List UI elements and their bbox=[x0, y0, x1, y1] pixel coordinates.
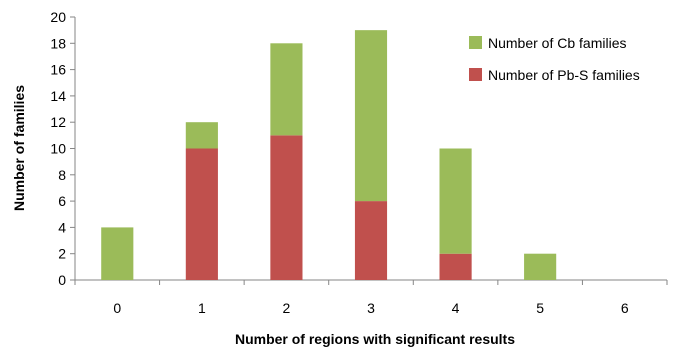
y-tick-label: 14 bbox=[50, 88, 66, 104]
y-tick-label: 2 bbox=[58, 246, 66, 262]
x-axis-title: Number of regions with significant resul… bbox=[235, 331, 515, 347]
legend-label-cb: Number of Cb families bbox=[488, 35, 627, 51]
y-tick-label: 18 bbox=[50, 35, 66, 51]
legend-swatch-cb bbox=[469, 36, 482, 49]
bar-segment-cb bbox=[439, 148, 472, 254]
y-tick-label: 10 bbox=[50, 141, 66, 157]
legend: Number of Cb families Number of Pb-S fam… bbox=[469, 35, 640, 83]
bar-segment-cb bbox=[101, 227, 134, 280]
x-axis: 0 1 2 3 4 5 6 bbox=[74, 279, 668, 316]
y-tick-label: 16 bbox=[50, 62, 66, 78]
x-tick-label: 4 bbox=[452, 300, 460, 316]
y-tick-label: 4 bbox=[58, 219, 66, 235]
y-tick-label: 8 bbox=[58, 167, 66, 183]
x-tick-label: 1 bbox=[198, 300, 206, 316]
bar-segment-pb-s bbox=[270, 135, 303, 280]
y-tick-label: 0 bbox=[58, 272, 66, 288]
bar-segment-cb bbox=[524, 253, 557, 280]
y-tick-label: 12 bbox=[50, 114, 66, 130]
bar-segment-pb-s bbox=[354, 201, 388, 280]
y-tick-label: 6 bbox=[58, 193, 66, 209]
bar-segment-pb-s bbox=[439, 253, 472, 280]
bar-segment-cb bbox=[185, 122, 218, 149]
y-tick-label: 20 bbox=[50, 9, 66, 25]
bar-segment-cb bbox=[270, 43, 303, 136]
y-axis: 0 2 4 6 8 10 12 14 16 18 20 bbox=[50, 9, 76, 288]
x-tick-label: 3 bbox=[367, 300, 375, 316]
x-tick-label: 2 bbox=[283, 300, 291, 316]
legend-label-pb-s: Number of Pb-S families bbox=[488, 67, 640, 83]
x-tick-label: 0 bbox=[113, 300, 121, 316]
x-tick-label: 6 bbox=[621, 300, 629, 316]
bar-segment-cb bbox=[354, 30, 388, 202]
x-tick-label: 5 bbox=[536, 300, 544, 316]
y-axis-title: Number of families bbox=[11, 85, 27, 211]
legend-swatch-pb-s bbox=[469, 68, 482, 81]
bars bbox=[101, 30, 557, 280]
bar-segment-pb-s bbox=[185, 148, 218, 280]
